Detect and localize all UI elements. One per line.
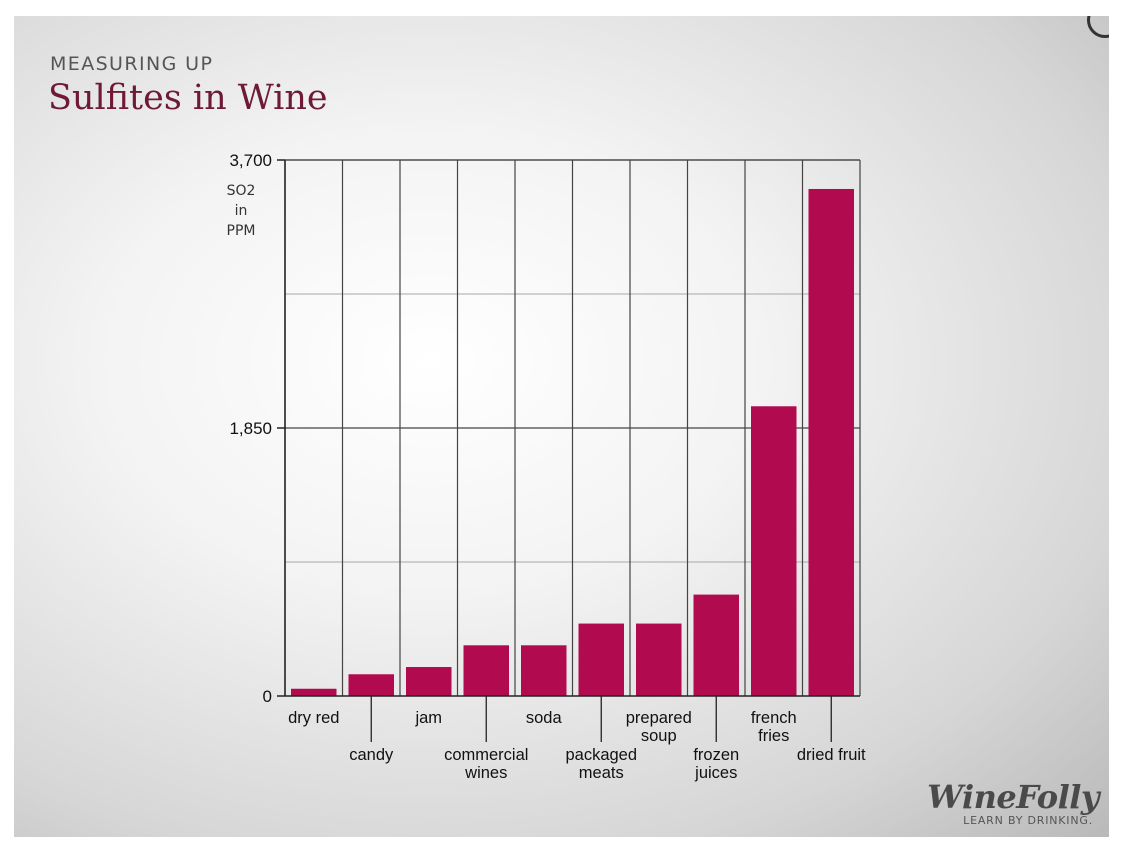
x-tick-label-7-0: frozen <box>693 746 739 764</box>
bar-5 <box>578 623 624 696</box>
x-tick-label-3-1: wines <box>464 764 507 782</box>
x-tick-label-3-0: commercial <box>444 746 528 764</box>
x-tick-label-4-0: soda <box>526 709 563 727</box>
bar-7 <box>693 594 739 696</box>
bar-8 <box>751 406 797 696</box>
x-tick-label-8-0: french <box>751 709 797 727</box>
bar-9 <box>808 188 854 697</box>
y-axis-label-line-2: PPM <box>227 223 256 239</box>
x-tick-label-7-1: juices <box>694 764 737 782</box>
y-axis-label-line-1: in <box>235 203 248 219</box>
logo-tagline: LEARN BY DRINKING. <box>963 814 1093 827</box>
bar-4 <box>521 645 567 696</box>
bar-3 <box>463 645 509 696</box>
x-tick-label-8-1: fries <box>758 727 789 745</box>
x-tick-label-5-1: meats <box>579 764 624 782</box>
x-tick-label-5-0: packaged <box>565 746 637 764</box>
y-axis-label-line-0: SO2 <box>227 183 256 199</box>
x-tick-label-0-0: dry red <box>288 709 339 727</box>
page-title: Sulfites in Wine <box>48 78 328 118</box>
logo-name: WineFolly <box>927 778 1099 816</box>
y-tick-label-0: 0 <box>263 687 272 706</box>
x-tick-label-6-1: soup <box>641 727 677 745</box>
bar-6 <box>636 623 682 696</box>
bar-1 <box>348 674 394 696</box>
bar-0 <box>291 688 337 696</box>
y-tick-label-2: 3,700 <box>229 151 272 170</box>
bar-2 <box>406 667 452 696</box>
x-tick-label-1-0: candy <box>349 746 394 764</box>
slide: MEASURING UP Sulfites in Wine 0 1,850 3,70… <box>14 16 1109 837</box>
y-tick-label-1: 1,850 <box>229 419 272 438</box>
bar-chart: 0 1,850 3,700 SO2 in PPM dry red candy jam commer… <box>227 151 867 782</box>
x-tick-label-9-0: dried fruit <box>797 746 866 764</box>
x-tick-label-6-0: prepared <box>626 709 692 727</box>
winefolly-logo: WineFolly LEARN BY DRINKING. <box>927 780 1099 827</box>
corner-circle-icon <box>1087 16 1109 38</box>
x-tick-label-2-0: jam <box>414 709 442 727</box>
kicker-text: MEASURING UP <box>50 53 214 75</box>
